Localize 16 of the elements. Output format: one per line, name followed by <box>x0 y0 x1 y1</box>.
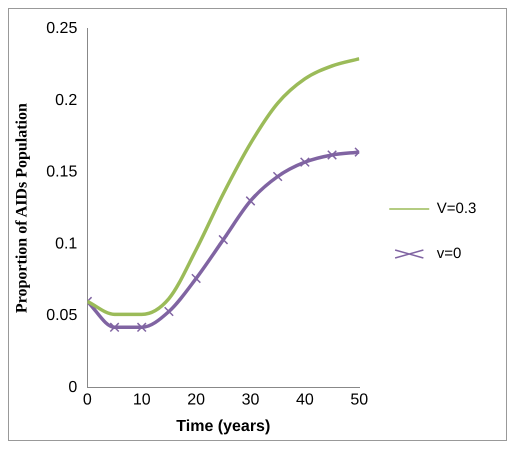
legend-label: v=0 <box>436 245 462 262</box>
x-tick-label: 20 <box>187 392 206 409</box>
x-tick-label: 40 <box>296 392 314 409</box>
y-tick-label: 0.2 <box>55 92 78 109</box>
x-tick-label: 10 <box>132 392 151 409</box>
y-tick-label: 0.05 <box>46 307 78 324</box>
legend-label: V=0.3 <box>436 200 476 218</box>
y-tick-label: 0.15 <box>46 164 78 181</box>
y-tick-label: 0 <box>68 379 78 396</box>
y-axis-title: Proportion of AIDs Population <box>14 103 31 314</box>
y-tick-label: 0.1 <box>55 235 78 252</box>
y-tick-label: 0.25 <box>46 20 78 38</box>
x-tick-label: 0 <box>82 392 92 409</box>
x-axis-title: Time (years) <box>176 418 270 435</box>
x-tick-label: 50 <box>350 392 368 409</box>
x-tick-label: 30 <box>242 392 260 409</box>
